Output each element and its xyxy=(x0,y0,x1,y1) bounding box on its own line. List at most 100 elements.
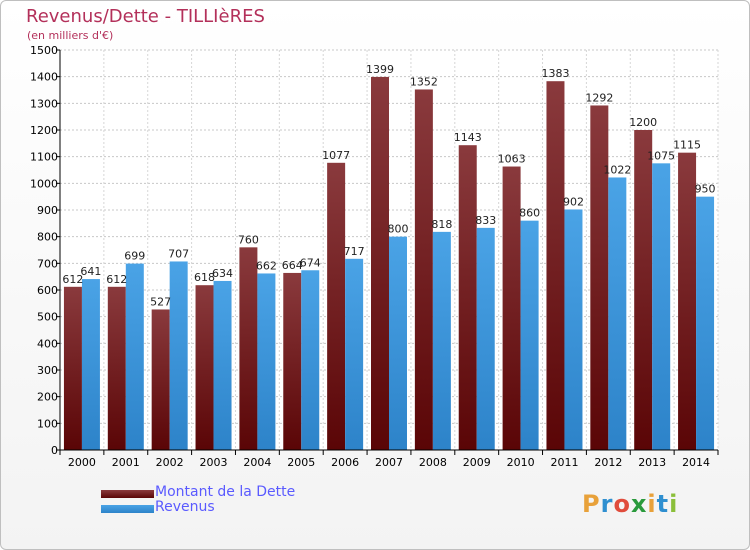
bar-debt-2010 xyxy=(502,166,521,451)
data-label-revenue-2003: 634 xyxy=(212,267,233,280)
logo-letter: i xyxy=(647,490,657,518)
bar-debt-2014 xyxy=(678,152,697,450)
bar-revenue-2007 xyxy=(389,236,407,450)
y-tick-label: 600 xyxy=(37,284,58,297)
chart-title: Revenus/Dette - TILLIèRES xyxy=(26,6,265,27)
bar-debt-2007 xyxy=(371,76,389,450)
bar-debt-2000 xyxy=(63,286,82,450)
bar-debt-2002 xyxy=(151,309,170,450)
legend-swatch-debt xyxy=(101,490,154,498)
x-tick-label: 2004 xyxy=(243,456,271,469)
x-tick-label: 2001 xyxy=(112,456,140,469)
y-tick-label: 100 xyxy=(37,417,58,430)
data-label-revenue-2006: 717 xyxy=(344,245,365,258)
y-tick-label: 200 xyxy=(37,391,58,404)
bar-revenue-2005 xyxy=(301,270,320,450)
bar-revenue-2010 xyxy=(520,220,539,450)
legend-label-revenue: Revenus xyxy=(155,499,215,515)
data-label-debt-2007: 1399 xyxy=(366,63,394,76)
y-tick-label: 1500 xyxy=(30,44,58,57)
logo-letter: r xyxy=(600,490,614,518)
data-label-debt-2005: 664 xyxy=(282,259,303,272)
bar-debt-2005 xyxy=(283,272,302,450)
data-label-revenue-2011: 902 xyxy=(563,195,584,208)
bar-debt-2008 xyxy=(414,89,433,450)
proxiti-logo: Proxiti xyxy=(582,490,678,518)
bar-revenue-2004 xyxy=(257,273,276,450)
bar-debt-2011 xyxy=(546,81,565,450)
x-tick-label: 2000 xyxy=(68,456,96,469)
y-tick-label: 1200 xyxy=(30,124,58,137)
bar-revenue-2001 xyxy=(125,263,144,450)
y-tick-label: 1300 xyxy=(30,97,58,110)
data-label-debt-2014: 1115 xyxy=(673,139,701,152)
x-tick-label: 2003 xyxy=(200,456,228,469)
bar-debt-2003 xyxy=(195,285,214,450)
data-label-debt-2001: 612 xyxy=(106,273,127,286)
data-label-revenue-2004: 662 xyxy=(256,259,277,272)
bar-revenue-2002 xyxy=(169,261,188,450)
logo-letter: x xyxy=(630,490,648,518)
x-tick-label: 2011 xyxy=(550,456,578,469)
x-tick-label: 2005 xyxy=(287,456,315,469)
legend-swatch-revenue xyxy=(101,505,154,513)
data-label-revenue-2008: 818 xyxy=(431,218,452,231)
data-label-revenue-2012: 1022 xyxy=(603,163,631,176)
y-tick-label: 700 xyxy=(37,257,58,270)
x-tick-label: 2010 xyxy=(507,456,535,469)
logo-letter: t xyxy=(656,490,670,518)
data-label-debt-2008: 1352 xyxy=(410,75,438,88)
y-tick-label: 1100 xyxy=(30,151,58,164)
logo-letter: o xyxy=(613,490,631,518)
data-label-revenue-2013: 1075 xyxy=(647,149,675,162)
y-tick-label: 1000 xyxy=(30,177,58,190)
y-tick-label: 0 xyxy=(51,444,58,457)
bar-revenue-2006 xyxy=(345,258,364,450)
x-tick-label: 2007 xyxy=(375,456,403,469)
y-tick-label: 500 xyxy=(37,311,58,324)
y-tick-label: 400 xyxy=(37,337,58,350)
x-tick-label: 2013 xyxy=(638,456,666,469)
data-label-revenue-2010: 860 xyxy=(519,207,540,220)
bar-debt-2004 xyxy=(239,247,258,450)
bar-revenue-2009 xyxy=(476,227,495,450)
data-label-revenue-2001: 699 xyxy=(124,250,145,263)
y-tick-label: 1400 xyxy=(30,71,58,84)
data-label-revenue-2014: 950 xyxy=(695,183,716,196)
x-tick-label: 2002 xyxy=(156,456,184,469)
bar-debt-2001 xyxy=(107,286,126,450)
bar-debt-2009 xyxy=(458,145,477,450)
data-label-revenue-2009: 833 xyxy=(475,214,496,227)
data-label-debt-2002: 527 xyxy=(150,295,171,308)
bar-revenue-2013 xyxy=(652,163,671,451)
x-tick-label: 2008 xyxy=(419,456,447,469)
bar-revenue-2003 xyxy=(213,280,232,450)
x-tick-label: 2014 xyxy=(682,456,710,469)
bar-debt-2013 xyxy=(634,130,653,450)
data-label-debt-2009: 1143 xyxy=(454,131,482,144)
logo-letter: i xyxy=(669,490,679,518)
y-tick-label: 300 xyxy=(37,364,58,377)
y-tick-label: 900 xyxy=(37,204,58,217)
bar-revenue-2014 xyxy=(696,196,715,450)
bar-revenue-2011 xyxy=(564,209,583,450)
logo-letter: P xyxy=(582,490,601,518)
bar-revenue-2008 xyxy=(432,231,451,450)
bar-debt-2012 xyxy=(590,105,609,450)
y-tick-label: 800 xyxy=(37,231,58,244)
data-label-revenue-2007: 800 xyxy=(388,223,409,236)
data-label-debt-2003: 618 xyxy=(194,271,215,284)
data-label-debt-2013: 1200 xyxy=(629,116,657,129)
data-label-revenue-2005: 674 xyxy=(300,256,321,269)
x-tick-label: 2009 xyxy=(463,456,491,469)
data-label-debt-2004: 760 xyxy=(238,233,259,246)
data-label-revenue-2002: 707 xyxy=(168,247,189,260)
bar-debt-2006 xyxy=(327,162,346,451)
legend-label-debt: Montant de la Dette xyxy=(155,484,296,500)
bar-revenue-2012 xyxy=(608,177,627,450)
data-label-debt-2012: 1292 xyxy=(585,91,613,104)
bar-revenue-2000 xyxy=(81,279,100,450)
x-tick-label: 2006 xyxy=(331,456,359,469)
chart-subtitle: (en milliers d'€) xyxy=(27,29,114,42)
